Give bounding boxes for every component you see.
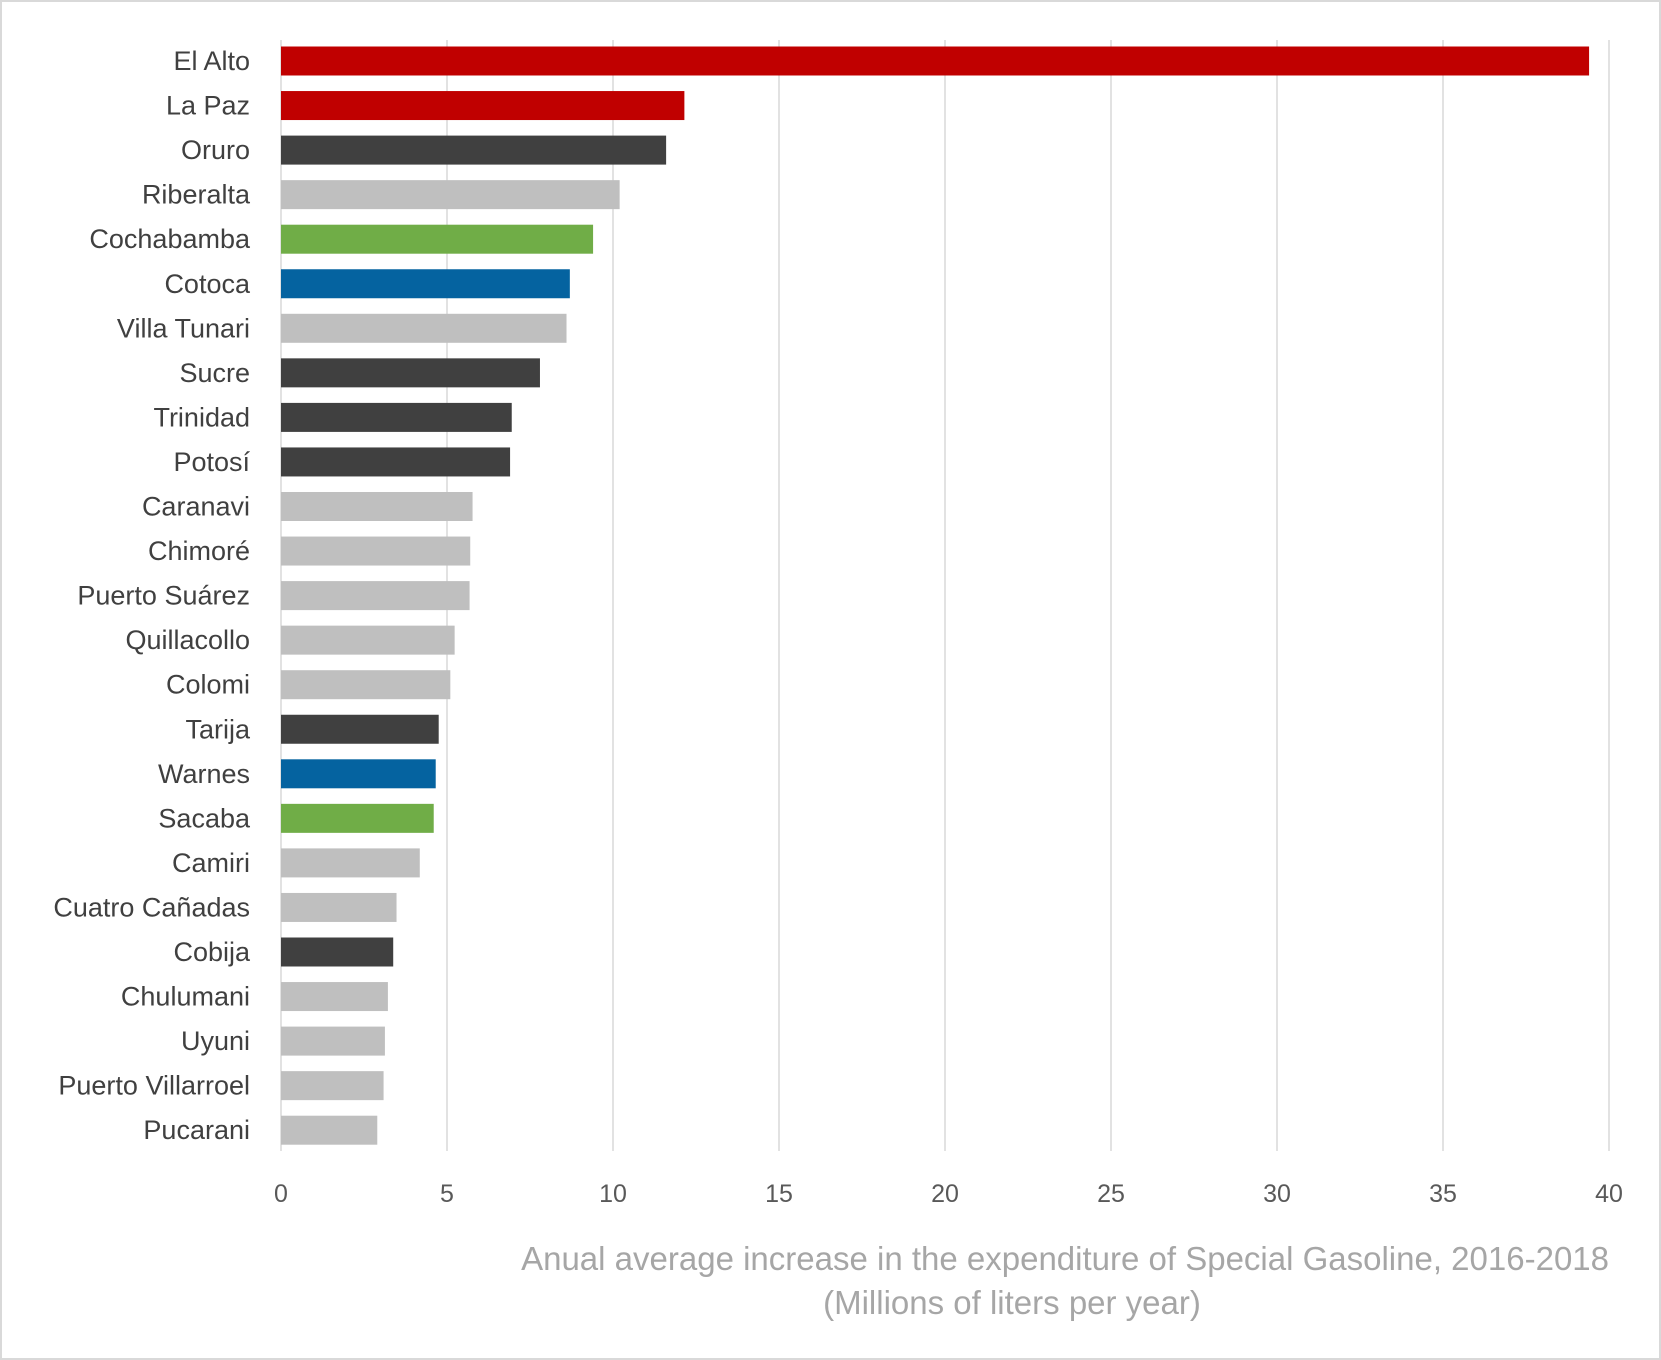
category-label: Oruro	[181, 135, 250, 165]
category-label: Warnes	[158, 759, 250, 789]
category-label: Puerto Suárez	[77, 581, 250, 611]
category-label: Sacaba	[158, 803, 251, 833]
category-label: Villa Tunari	[117, 313, 250, 343]
category-label: Pucarani	[143, 1115, 250, 1145]
bar	[281, 447, 511, 477]
bar	[281, 982, 388, 1012]
x-tick-label: 40	[1595, 1180, 1623, 1208]
bar	[281, 625, 455, 655]
bar	[281, 358, 540, 388]
category-label: La Paz	[166, 91, 250, 121]
category-label: Chulumani	[121, 982, 250, 1012]
bar	[281, 492, 473, 521]
category-label: Cuatro Cañadas	[53, 892, 250, 922]
bar	[281, 536, 471, 566]
bar	[281, 581, 470, 611]
category-label: Tarija	[185, 714, 251, 744]
bar	[281, 1026, 385, 1056]
category-label: Camiri	[172, 848, 250, 878]
category-label: Riberalta	[142, 180, 251, 210]
bar	[281, 759, 436, 789]
category-label: Puerto Villarroel	[58, 1071, 250, 1101]
category-label: Sucre	[179, 358, 250, 388]
bar	[281, 135, 667, 165]
x-tick-label: 0	[274, 1180, 288, 1208]
category-label: Cotoca	[164, 269, 251, 299]
x-tick-label: 15	[765, 1180, 793, 1208]
x-tick-label: 30	[1263, 1180, 1291, 1208]
x-tick-label: 35	[1429, 1180, 1457, 1208]
x-tick-label: 10	[599, 1180, 627, 1208]
category-label: Cobija	[173, 937, 251, 967]
bar	[281, 46, 1590, 76]
bar	[281, 848, 420, 878]
bar	[281, 670, 451, 700]
bar	[281, 313, 567, 343]
bar	[281, 892, 397, 922]
bar	[281, 714, 439, 744]
x-tick-label: 25	[1097, 1180, 1125, 1208]
bar	[281, 1071, 384, 1101]
bar	[281, 269, 570, 299]
category-label: Quillacollo	[125, 625, 250, 655]
category-label: Cochabamba	[89, 224, 251, 254]
category-label: El Alto	[173, 46, 250, 76]
x-axis-label-units: (Millions of liters per year)	[823, 1284, 1201, 1321]
bar	[281, 224, 594, 254]
x-tick-label: 5	[440, 1180, 454, 1208]
category-label: Chimoré	[148, 536, 250, 566]
x-tick-label: 20	[931, 1180, 959, 1208]
category-label: Trinidad	[153, 402, 250, 432]
category-label: Caranavi	[142, 492, 250, 522]
bar	[281, 1115, 378, 1145]
bar	[281, 402, 512, 432]
bar	[281, 91, 685, 121]
category-label: Uyuni	[181, 1026, 250, 1056]
bar	[281, 803, 434, 833]
category-label: Colomi	[166, 670, 250, 700]
bar	[281, 180, 620, 210]
category-label: Potosí	[173, 447, 250, 477]
x-axis-label: Anual average increase in the expenditur…	[521, 1240, 1609, 1277]
bar	[281, 937, 394, 967]
